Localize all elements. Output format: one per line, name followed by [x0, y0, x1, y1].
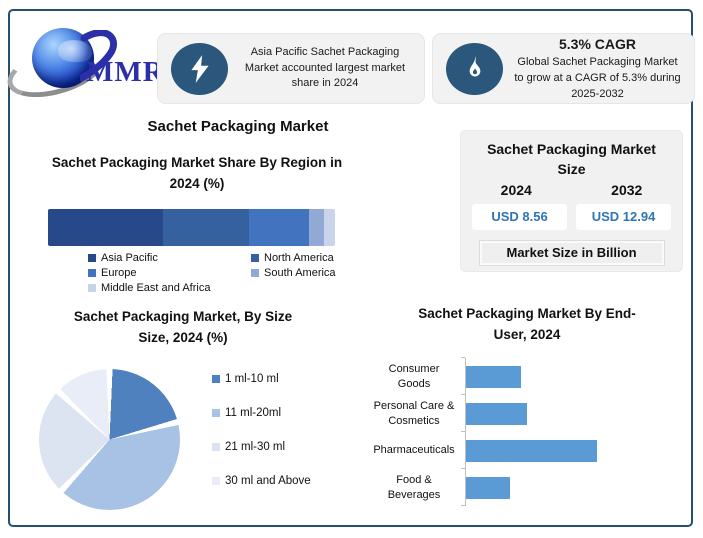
lightning-icon	[171, 42, 228, 95]
highlight-box-asia-pacific: Asia Pacific Sachet Packaging Market acc…	[157, 33, 425, 104]
legend-item: Europe	[88, 266, 251, 280]
enduser-bar	[466, 439, 597, 462]
enduser-bar-cell	[461, 431, 680, 469]
pie-legend-item: 30 ml and Above	[212, 474, 311, 488]
pie-legend-marker	[212, 443, 220, 451]
year-2024-label: 2024	[500, 182, 532, 199]
region-segment	[48, 209, 163, 246]
enduser-chart-title: Sachet Packaging Market By End- User, 20…	[392, 304, 662, 346]
legend-label: Europe	[101, 267, 137, 279]
pie-legend-item: 11 ml-20ml	[212, 406, 311, 420]
enduser-bar-cell	[461, 468, 680, 506]
logo-text: MMR	[86, 56, 165, 88]
legend-item: South America	[251, 266, 360, 280]
enduser-bar-cell	[461, 394, 680, 432]
legend-label: Middle East and Africa	[101, 282, 211, 294]
region-segment	[309, 209, 324, 246]
enduser-title-line1: Sachet Packaging Market By End-	[418, 306, 636, 321]
legend-marker	[88, 254, 96, 262]
market-size-years: 2024 2032	[461, 182, 682, 198]
cagr-text: Global Sachet Packaging Market to grow a…	[514, 56, 681, 101]
legend-marker	[88, 284, 96, 292]
region-segment	[323, 209, 335, 246]
globe-land	[58, 40, 92, 62]
pie-legend-label: 30 ml and Above	[225, 475, 311, 487]
enduser-bar-row: Personal Care & Cosmetics	[368, 394, 680, 432]
region-chart-title: Sachet Packaging Market Share By Region …	[43, 153, 351, 195]
legend-marker	[251, 269, 259, 277]
pie-legend-label: 1 ml-10 ml	[225, 373, 279, 385]
enduser-bar-row: Food & Beverages	[368, 468, 680, 506]
enduser-category-label: Personal Care & Cosmetics	[373, 400, 455, 427]
pie-legend-item: 21 ml-30 ml	[212, 440, 311, 454]
legend-marker	[88, 269, 96, 277]
mmr-logo: MMR	[1, 22, 165, 107]
market-size-note: Market Size in Billion	[478, 240, 665, 267]
value-2024: USD 8.56	[472, 204, 567, 231]
highlight-box-text-wrap: 5.3% CAGR Global Sachet Packaging Market…	[503, 34, 694, 103]
size-pie-title: Sachet Packaging Market, By Size Size, 2…	[38, 307, 328, 349]
pie-legend-marker	[212, 375, 220, 383]
enduser-bar	[466, 476, 510, 499]
page-title: Sachet Packaging Market	[147, 118, 329, 135]
pie-legend-label: 21 ml-30 ml	[225, 441, 286, 453]
logo-2-swoosh	[80, 30, 117, 82]
legend-label: South America	[264, 267, 336, 279]
size-pie-legend: 1 ml-10 ml 11 ml-20ml 21 ml-30 ml 30 ml and…	[212, 372, 311, 508]
value-2032: USD 12.94	[576, 204, 671, 231]
enduser-bar	[466, 365, 522, 388]
enduser-title-line2: User, 2024	[493, 326, 561, 342]
market-size-panel: Sachet Packaging Market Size 2024 2032 U…	[460, 130, 683, 272]
legend-item: North America	[251, 251, 360, 265]
enduser-category-label: Food & Beverages	[387, 474, 441, 501]
pie-legend-marker	[212, 409, 220, 417]
size-pie-title-line2: Size, 2024 (%)	[138, 329, 228, 345]
market-size-title: Sachet Packaging Market Size	[461, 131, 682, 179]
enduser-category-label: Pharmaceuticals	[373, 444, 455, 457]
legend-marker	[251, 254, 259, 262]
enduser-bar-row: Consumer Goods	[368, 357, 680, 395]
pie-legend-label: 11 ml-20ml	[225, 407, 282, 419]
highlight-box-cagr: 5.3% CAGR Global Sachet Packaging Market…	[432, 33, 695, 104]
region-segment	[248, 209, 310, 246]
market-size-title-line2: Size	[557, 160, 586, 177]
region-legend: Asia Pacific North America Europe South Ame…	[88, 251, 360, 295]
legend-label: Asia Pacific	[101, 252, 158, 264]
highlight-box-text: Asia Pacific Sachet Packaging Market acc…	[244, 45, 406, 90]
flame-icon	[446, 42, 503, 95]
cagr-heading: 5.3% CAGR	[558, 35, 637, 52]
market-size-title-line1: Sachet Packaging Market	[487, 141, 656, 157]
region-chart-title-line2: 2024 (%)	[169, 175, 225, 191]
pie-legend-marker	[212, 477, 220, 485]
region-chart-title-line1: Sachet Packaging Market Share By Region …	[51, 155, 343, 170]
pie-legend-item: 1 ml-10 ml	[212, 372, 311, 386]
size-pie-chart	[39, 369, 180, 510]
enduser-bar-cell	[461, 357, 680, 395]
enduser-bar-row: Pharmaceuticals	[368, 431, 680, 469]
legend-label: North America	[264, 252, 334, 264]
market-size-values: USD 8.56 USD 12.94	[461, 204, 682, 231]
year-2032-label: 2032	[611, 182, 643, 199]
enduser-category-label: Consumer Goods	[388, 363, 440, 390]
enduser-bar	[466, 402, 527, 425]
legend-item: Asia Pacific	[88, 251, 251, 265]
enduser-bar-chart: Consumer Goods Personal Care & Cosmetics Pha…	[368, 357, 680, 506]
region-segment	[162, 209, 249, 246]
legend-item: Middle East and Africa	[88, 281, 251, 295]
region-stacked-bar	[48, 209, 335, 246]
size-pie-title-line1: Sachet Packaging Market, By Size	[73, 309, 293, 324]
